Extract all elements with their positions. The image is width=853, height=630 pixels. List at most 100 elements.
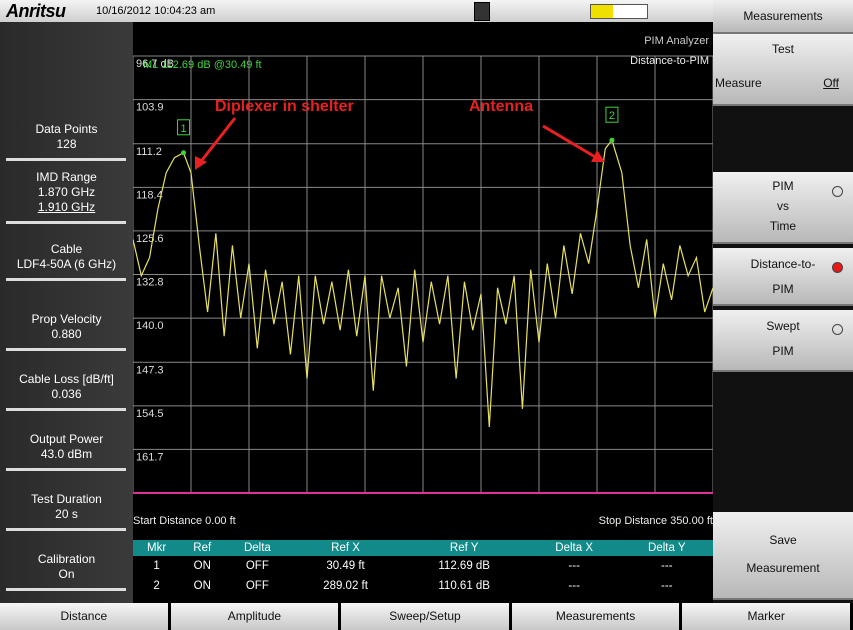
tab[interactable]: Sweep/Setup <box>341 603 509 630</box>
datetime: 10/16/2012 10:04:23 am <box>96 5 216 17</box>
parameter-value: On <box>58 567 75 581</box>
measurement-label: Distance-to-PIM <box>630 55 709 67</box>
menu-option[interactable]: Swept PIM <box>713 310 853 372</box>
table-cell: ON <box>193 560 211 572</box>
marker-point <box>181 150 187 156</box>
separator <box>6 221 126 224</box>
radio-dot <box>832 262 843 273</box>
menu-option[interactable]: PIM vs Time <box>713 172 853 244</box>
brand-logo: Anritsu <box>6 1 66 21</box>
menu-title: Measurements <box>713 0 853 34</box>
marker-readout: M1 112.69 dB @30.49 ft <box>143 59 262 71</box>
y-tick-label: 147.3 <box>136 364 164 376</box>
button-state: Off <box>823 76 839 90</box>
table-cell: ON <box>193 580 211 592</box>
menu-option[interactable]: Distance-to- PIM <box>713 248 853 306</box>
plot: PIM Analyzer Distance-to-PIM M1 112.69 d… <box>133 22 713 540</box>
table-row: 1 ON OFF 30.49 ft 112.69 dB --- --- <box>133 556 713 576</box>
menu-title-text: Measurements <box>743 9 823 23</box>
storage-icon <box>474 2 490 21</box>
marker-box <box>605 106 619 123</box>
table-header: Delta X <box>527 540 621 556</box>
marker-table: Mkr Ref Delta Ref X Ref Y Delta X Delta Y 1 ON OF… <box>133 540 713 596</box>
parameter: Data Points 128 <box>0 122 133 152</box>
tab[interactable]: Amplitude <box>170 603 339 630</box>
save-button[interactable]: Save Measurement <box>713 512 853 600</box>
parameter-value: LDF4-50A (6 GHz) <box>16 257 117 271</box>
button-label: vs <box>777 199 789 213</box>
parameter: Test Duration 20 s <box>0 492 133 522</box>
parameter-panel: Data Points 128 IMD Range 1.870 GHz 1.910 GH… <box>0 22 133 603</box>
separator <box>6 588 126 591</box>
tab-bar: Distance Amplitude Sweep/Setup Measurements… <box>0 603 853 630</box>
table-row: 2 ON OFF 289.02 ft 110.61 dB --- --- <box>133 576 713 596</box>
button-label: PIM <box>772 179 794 193</box>
parameter-value: 43.0 dBm <box>40 447 93 461</box>
arrowhead <box>195 156 207 170</box>
arrowhead <box>591 150 605 162</box>
table-header: Ref <box>180 540 225 556</box>
table-header: Delta <box>224 540 291 556</box>
radio-dot <box>832 324 843 335</box>
table-cell: --- <box>661 580 673 592</box>
parameter-value: 0.036 <box>51 387 82 401</box>
parameter-label: Cable Loss [dB/ft] <box>19 372 114 386</box>
table-header: Mkr <box>133 540 181 556</box>
table-cell: 30.49 ft <box>326 560 365 572</box>
y-tick-label: 140.0 <box>136 320 164 332</box>
start-distance: Start Distance 0.00 ft <box>133 515 236 527</box>
parameter-value: 1.910 GHz <box>37 200 96 214</box>
tab[interactable]: Marker <box>682 603 850 630</box>
button-label: Measurement <box>746 561 820 575</box>
table-cell: 110.61 dB <box>438 580 490 592</box>
battery-icon <box>590 4 648 19</box>
table-header: Delta Y <box>620 540 713 556</box>
parameter: Cable LDF4-50A (6 GHz) <box>0 242 133 272</box>
separator <box>6 528 126 531</box>
button-label: Time <box>769 219 797 233</box>
status-bar: Anritsu 10/16/2012 10:04:23 am <box>0 0 713 22</box>
tab[interactable]: Measurements <box>511 603 680 630</box>
arrow <box>197 117 237 165</box>
separator <box>6 468 126 471</box>
y-tick-label: 125.6 <box>136 233 164 245</box>
tab[interactable]: Distance <box>0 603 168 630</box>
annotation: Diplexer in shelter <box>215 98 354 115</box>
menu-panel: Measurements Test Measure Off PIM vs Time Dista… <box>713 0 853 603</box>
button-label: Swept <box>766 319 800 333</box>
parameter-label: IMD Range <box>36 170 97 184</box>
y-tick-label: 103.9 <box>136 102 164 114</box>
button-label: Save <box>769 533 797 547</box>
parameter: Output Power 43.0 dBm <box>0 432 133 462</box>
y-tick-label: 118.4 <box>136 189 163 201</box>
parameter-label: Test Duration <box>31 492 102 506</box>
marker-box <box>177 119 191 136</box>
table-cell: 289.02 ft <box>323 580 368 592</box>
button-label: PIM <box>772 282 794 296</box>
separator <box>6 158 126 161</box>
parameter-label: Data Points <box>35 122 98 136</box>
table-cell: --- <box>661 560 673 572</box>
marker-point <box>609 137 615 143</box>
button-label: Distance-to- <box>750 257 816 271</box>
table-cell: 2 <box>153 580 160 592</box>
y-tick-label: 154.5 <box>136 408 164 420</box>
test-button[interactable]: Test Measure Off <box>713 34 853 106</box>
parameter: Calibration On <box>0 552 133 582</box>
table-cell: OFF <box>245 560 269 572</box>
button-label: Measure <box>715 76 762 90</box>
annotation: Antenna <box>469 98 533 115</box>
mode-label: PIM Analyzer <box>644 35 709 47</box>
marker-label: 2 <box>609 110 615 122</box>
y-tick-label: 111.2 <box>136 146 162 158</box>
arrow <box>542 124 598 160</box>
parameter: IMD Range 1.870 GHz 1.910 GHz <box>0 170 133 215</box>
y-tick-label: 161.7 <box>136 451 164 463</box>
separator <box>6 278 126 281</box>
button-label: PIM <box>772 344 794 358</box>
parameter-value: 0.880 <box>51 327 82 341</box>
button-label: Test <box>771 42 794 56</box>
table-cell: OFF <box>245 580 269 592</box>
parameter-value: 128 <box>56 137 77 151</box>
